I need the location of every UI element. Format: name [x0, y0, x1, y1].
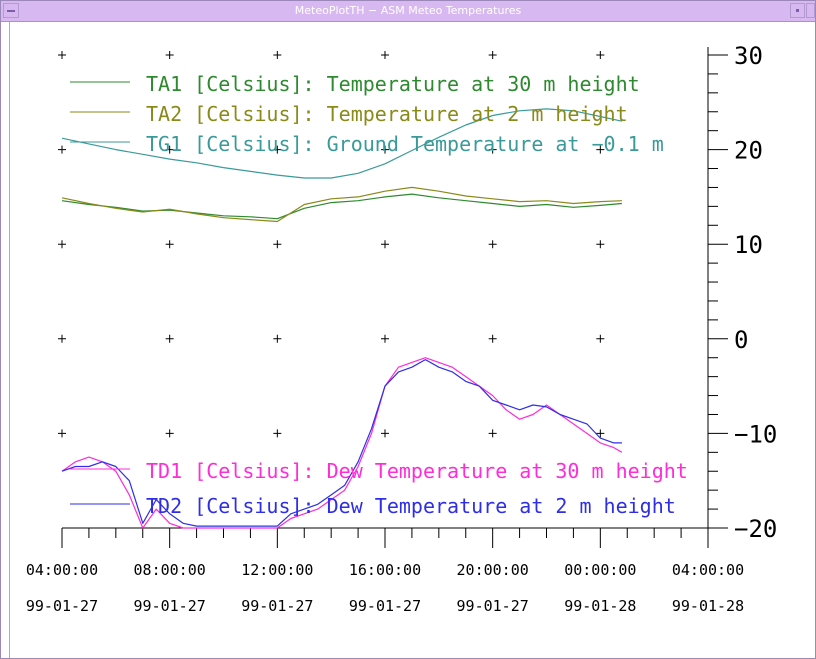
- legend-label: TG1 [Celsius]: Ground Temperature at −0.…: [146, 132, 664, 156]
- grid-plus-marker: [273, 145, 282, 154]
- grid-plus-marker: [596, 145, 605, 154]
- grid-plus-marker: [273, 429, 282, 438]
- x-tick-time-label: 00:00:00: [564, 561, 636, 579]
- grid-plus-marker: [58, 429, 66, 438]
- x-tick-date-label: 99-01-27: [241, 597, 313, 615]
- grid-plus-marker: [381, 51, 389, 59]
- x-tick-date-label: 99-01-28: [564, 597, 636, 615]
- minus-icon: [7, 10, 15, 12]
- x-tick-date-label: 99-01-28: [672, 597, 744, 615]
- y-tick-label: 30: [734, 42, 763, 70]
- series-lines: [61, 108, 623, 529]
- y-tick-label: 0: [734, 326, 748, 354]
- minimize-icon: [796, 9, 799, 12]
- grid-plus-marker: [165, 429, 174, 438]
- x-tick-time-label: 04:00:00: [672, 561, 744, 579]
- grid-plus-marker: [488, 145, 497, 154]
- minimize-button[interactable]: [790, 3, 805, 18]
- grid-markers: [58, 51, 605, 438]
- grid-plus-marker: [488, 51, 497, 59]
- grid-plus-marker: [596, 429, 605, 438]
- y-tick-label: 20: [734, 137, 763, 165]
- legend-label: TD2 [Celsius]: Dew Temperature at 2 m he…: [146, 494, 676, 518]
- title-bar[interactable]: MeteoPlotTH − ASM Meteo Temperatures: [1, 1, 815, 22]
- grid-plus-marker: [381, 145, 389, 154]
- x-tick-time-label: 12:00:00: [241, 561, 313, 579]
- x-tick-time-label: 20:00:00: [457, 561, 529, 579]
- series-line-3: [61, 108, 623, 179]
- grid-plus-marker: [58, 145, 66, 154]
- grid-plus-marker: [273, 334, 282, 343]
- grid-plus-marker: [58, 51, 66, 59]
- grid-plus-marker: [596, 240, 605, 249]
- grid-plus-marker: [273, 240, 282, 249]
- grid-plus-marker: [488, 334, 497, 343]
- grid-plus-marker: [58, 334, 66, 343]
- legend-label: TA1 [Celsius]: Temperature at 30 m heigh…: [146, 72, 640, 96]
- window-menu-button[interactable]: [3, 3, 19, 18]
- y-tick-label: −20: [734, 515, 777, 543]
- grid-plus-marker: [165, 51, 174, 59]
- grid-plus-marker: [273, 51, 282, 59]
- grid-plus-marker: [165, 240, 174, 249]
- x-tick-date-label: 99-01-27: [134, 597, 206, 615]
- grid-plus-marker: [596, 334, 605, 343]
- x-tick-date-label: 99-01-27: [26, 597, 98, 615]
- grid-plus-marker: [165, 334, 174, 343]
- x-tick-time-label: 16:00:00: [349, 561, 421, 579]
- legend: TA1 [Celsius]: Temperature at 30 m heigh…: [70, 72, 688, 518]
- grid-plus-marker: [165, 145, 174, 154]
- legend-label: TD1 [Celsius]: Dew Temperature at 30 m h…: [146, 459, 688, 483]
- series-line-2: [61, 186, 622, 223]
- x-tick-time-label: 08:00:00: [134, 561, 206, 579]
- x-tick-date-label: 99-01-27: [457, 597, 529, 615]
- frame-divider: [9, 22, 10, 658]
- grid-plus-marker: [58, 240, 66, 249]
- axes: 30 20 10 0 −10 −20 04:00:00 99-01-27 08:00:00 99-…: [26, 42, 777, 615]
- x-tick-time-label: 04:00:00: [26, 561, 98, 579]
- grid-plus-marker: [381, 429, 389, 438]
- y-tick-label: −10: [734, 420, 777, 448]
- series-line-5: [61, 359, 622, 527]
- grid-plus-marker: [381, 334, 389, 343]
- grid-plus-marker: [488, 240, 497, 249]
- grid-plus-marker: [596, 51, 605, 59]
- x-tick-date-label: 99-01-27: [349, 597, 421, 615]
- maximize-button[interactable]: [806, 3, 815, 18]
- grid-plus-marker: [381, 240, 389, 249]
- y-tick-label: 10: [734, 231, 763, 259]
- window-title: MeteoPlotTH − ASM Meteo Temperatures: [294, 4, 522, 17]
- grid-plus-marker: [488, 429, 497, 438]
- legend-label: TA2 [Celsius]: Temperature at 2 m height: [146, 102, 628, 126]
